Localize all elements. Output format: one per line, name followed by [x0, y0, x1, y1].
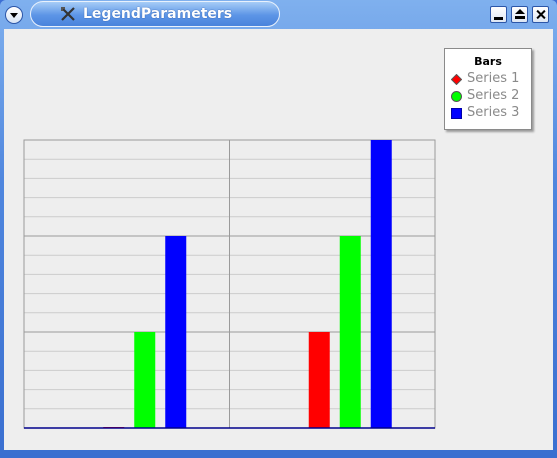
- legend-label: Series 1: [467, 71, 520, 86]
- legend: Bars Series 1 Series 2 Series 3: [444, 48, 532, 130]
- bar-chart: [23, 139, 436, 429]
- window-menu-button[interactable]: [5, 6, 23, 24]
- square-icon: [451, 108, 462, 119]
- chart-panel: Bars Series 1 Series 2 Series 3: [4, 29, 553, 450]
- maximize-button[interactable]: [511, 6, 528, 23]
- legend-label: Series 2: [467, 88, 520, 103]
- circle-icon: [451, 91, 462, 102]
- window-title: LegendParameters: [83, 6, 233, 22]
- diamond-icon: [451, 74, 462, 85]
- bar-series-1-category-2: [308, 332, 330, 428]
- legend-title: Bars: [474, 55, 502, 68]
- bar-series-3-category-2: [370, 140, 392, 428]
- minimize-button[interactable]: [490, 6, 507, 23]
- legend-item-series-3: Series 3: [451, 105, 531, 121]
- bar-series-3-category-1: [165, 236, 187, 428]
- legend-item-series-2: Series 2: [451, 88, 531, 104]
- bar-series-2-category-1: [134, 332, 156, 428]
- close-button[interactable]: [532, 6, 549, 23]
- app-icon: [61, 7, 75, 21]
- legend-item-series-1: Series 1: [451, 71, 531, 87]
- title-bar[interactable]: LegendParameters: [30, 1, 280, 27]
- bar-series-2-category-2: [339, 236, 361, 428]
- legend-label: Series 3: [467, 105, 520, 120]
